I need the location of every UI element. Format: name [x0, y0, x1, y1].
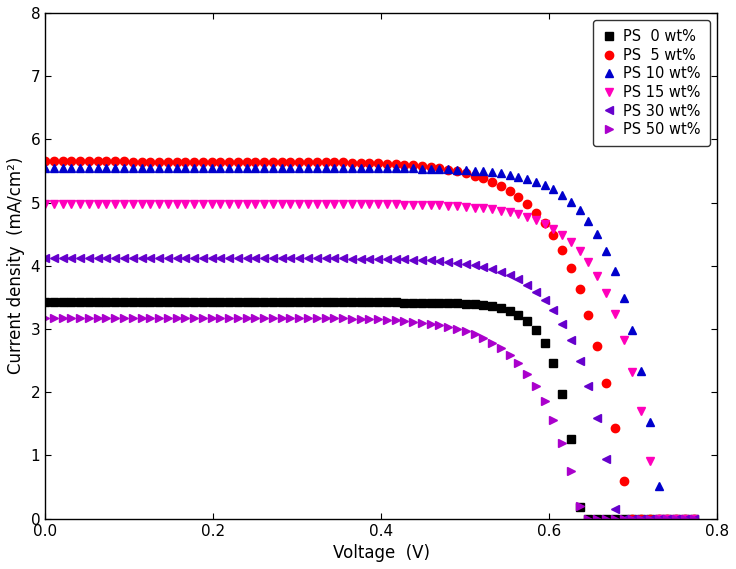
PS 10 wt% [634, 356, 643, 363]
PS 15 wt% [634, 397, 643, 404]
PS  0 wt% [595, 515, 604, 522]
PS 30 wt% [43, 255, 52, 262]
PS  5 wt% [431, 164, 439, 171]
Line: PS 10 wt%: PS 10 wt% [41, 164, 704, 523]
PS 50 wt% [40, 314, 49, 321]
PS 10 wt% [40, 164, 49, 171]
PS 10 wt% [659, 515, 668, 522]
PS 10 wt% [442, 166, 450, 172]
PS 10 wt% [696, 515, 704, 522]
Line: PS  0 wt%: PS 0 wt% [41, 298, 704, 523]
PS  0 wt% [696, 515, 704, 522]
PS 10 wt% [428, 166, 437, 172]
PS  5 wt% [696, 515, 704, 522]
PS 30 wt% [428, 257, 437, 264]
PS 50 wt% [637, 515, 645, 522]
PS 15 wt% [654, 515, 663, 522]
PS  5 wt% [428, 164, 437, 171]
PS  5 wt% [40, 158, 49, 165]
PS  5 wt% [626, 515, 634, 522]
PS 10 wt% [43, 164, 52, 171]
PS 50 wt% [431, 321, 439, 328]
PS 15 wt% [442, 202, 450, 209]
PS 15 wt% [40, 200, 49, 207]
PS  0 wt% [442, 299, 450, 306]
PS 15 wt% [431, 202, 439, 209]
PS  5 wt% [43, 158, 52, 165]
PS 30 wt% [592, 415, 601, 422]
Line: PS 50 wt%: PS 50 wt% [41, 314, 704, 523]
PS 50 wt% [580, 515, 589, 522]
Line: PS 15 wt%: PS 15 wt% [41, 200, 704, 523]
PS 50 wt% [43, 314, 52, 321]
PS 15 wt% [43, 200, 52, 207]
PS 30 wt% [612, 515, 621, 522]
PS 30 wt% [637, 515, 645, 522]
PS 15 wt% [428, 202, 437, 209]
Line: PS 30 wt%: PS 30 wt% [41, 254, 704, 523]
PS  0 wt% [431, 299, 439, 306]
PS  5 wt% [442, 166, 450, 172]
Line: PS  5 wt%: PS 5 wt% [41, 157, 704, 523]
PS 50 wt% [428, 320, 437, 327]
PS 30 wt% [442, 258, 450, 265]
PS 30 wt% [40, 255, 49, 262]
Legend: PS  0 wt%, PS  5 wt%, PS 10 wt%, PS 15 wt%, PS 30 wt%, PS 50 wt%: PS 0 wt%, PS 5 wt%, PS 10 wt%, PS 15 wt%… [592, 20, 710, 146]
PS 30 wt% [431, 257, 439, 264]
PS 10 wt% [431, 166, 439, 172]
PS 50 wt% [595, 515, 604, 522]
PS 30 wt% [696, 515, 704, 522]
PS  0 wt% [578, 515, 587, 522]
Y-axis label: Current density  (mA/cm²): Current density (mA/cm²) [7, 157, 25, 374]
PS  5 wt% [592, 343, 601, 349]
PS 50 wt% [696, 515, 704, 522]
PS  5 wt% [637, 515, 645, 522]
PS 50 wt% [442, 323, 450, 329]
PS  0 wt% [40, 299, 49, 306]
PS 15 wt% [592, 272, 601, 279]
PS  0 wt% [43, 299, 52, 306]
PS  0 wt% [428, 299, 437, 306]
PS 15 wt% [696, 515, 704, 522]
X-axis label: Voltage  (V): Voltage (V) [333, 544, 430, 562]
PS 10 wt% [592, 230, 601, 237]
PS  0 wt% [637, 515, 645, 522]
